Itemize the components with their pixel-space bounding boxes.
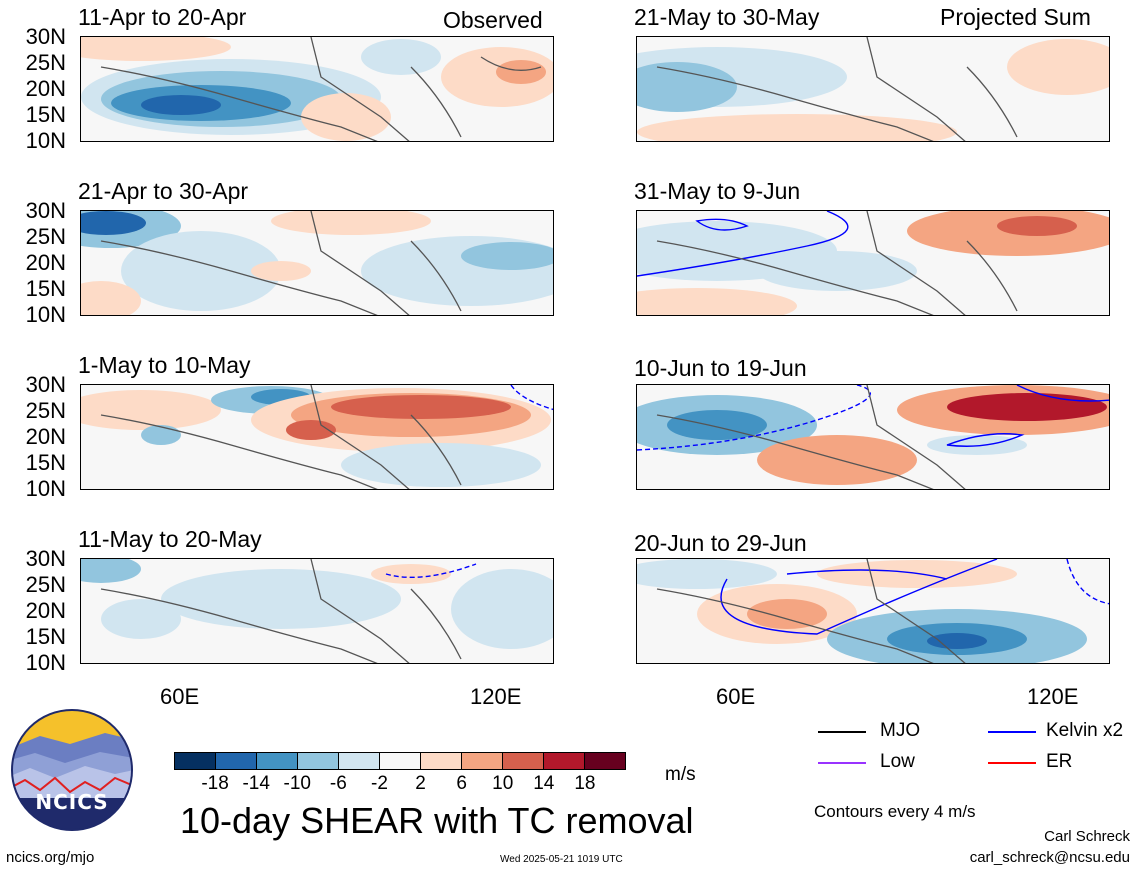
map-panel-20-jun [636, 558, 1110, 664]
map-panel-1-may [80, 384, 554, 490]
colorbar-swatch [215, 753, 256, 769]
colorbar-swatch [420, 753, 461, 769]
lat-label: 30N [25, 372, 66, 397]
colorbar-tick-label: -14 [242, 773, 270, 794]
colorbar-tick-label: -6 [329, 773, 347, 794]
lat-label: 20N [25, 424, 66, 449]
colorbar-swatch [584, 753, 625, 769]
legend-label-er: ER [1046, 751, 1073, 772]
colorbar-tick-label: -18 [201, 773, 229, 794]
main-title: 10-day SHEAR with TC removal [180, 800, 694, 841]
lat-label: 25N [25, 398, 66, 423]
colorbar-tick-label: 14 [533, 773, 555, 794]
map-panel-21-apr [80, 210, 554, 316]
colorbar-swatch [175, 753, 215, 769]
map-panel-10-jun [636, 384, 1110, 490]
lat-label: 30N [25, 24, 66, 49]
colorbar-swatch [256, 753, 297, 769]
colorbar [174, 752, 626, 770]
colorbar-tick-label: -2 [371, 773, 388, 794]
lat-label: 15N [25, 102, 66, 127]
colorbar-tick-label: -10 [283, 773, 311, 794]
panel-title: 21-May to 30-May [634, 4, 820, 30]
colorbar-units: m/s [665, 764, 696, 785]
legend-label-kelvin: Kelvin x2 [1046, 720, 1124, 741]
lat-label: 25N [25, 224, 66, 249]
lat-label: 20N [25, 76, 66, 101]
colorbar-ticks: -18 -14 -10 -6 -2 2 6 10 14 18 [174, 773, 626, 795]
panel-title: 11-May to 20-May [78, 526, 262, 552]
lat-label: 10N [25, 650, 66, 675]
colorbar-swatch [502, 753, 543, 769]
legend-label-low: Low [880, 751, 915, 772]
contour-note: Contours every 4 m/s [814, 802, 976, 821]
footer-url[interactable]: ncics.org/mjo [6, 849, 95, 866]
footer-author: Carl Schreck [1044, 828, 1130, 845]
lat-label: 15N [25, 450, 66, 475]
lat-label: 10N [25, 128, 66, 153]
lon-label: 60E [160, 684, 200, 709]
map-panel-31-may [636, 210, 1110, 316]
lat-label: 25N [25, 50, 66, 75]
legend-line-low [818, 762, 866, 764]
colorbar-swatch [338, 753, 379, 769]
colorbar-tick-label: 2 [415, 773, 426, 794]
legend-line-kelvin [988, 731, 1036, 733]
lat-label: 20N [25, 250, 66, 275]
lat-label: 10N [25, 302, 66, 327]
map-panel-11-apr [80, 36, 554, 142]
legend-label-mjo: MJO [880, 720, 921, 741]
colorbar-tick-label: 10 [492, 773, 514, 794]
lon-label: 120E [470, 684, 522, 709]
lat-label: 10N [25, 476, 66, 501]
lat-label: 25N [25, 572, 66, 597]
panel-title: 11-Apr to 20-Apr [78, 4, 247, 30]
colorbar-tick-label: 6 [456, 773, 467, 794]
lat-label: 30N [25, 546, 66, 571]
colorbar-tick-label: 18 [574, 773, 596, 794]
panel-title: 20-Jun to 29-Jun [634, 530, 807, 556]
lon-label: 120E [1027, 684, 1079, 709]
lat-label: 20N [25, 598, 66, 623]
legend-line-mjo [818, 731, 866, 733]
panel-title: 10-Jun to 19-Jun [634, 355, 807, 381]
panel-tag-observed: Observed [443, 7, 543, 33]
colorbar-swatch [461, 753, 502, 769]
lat-label: 30N [25, 198, 66, 223]
colorbar-swatch [543, 753, 584, 769]
ncics-logo-icon [11, 709, 133, 831]
colorbar-swatch [379, 753, 420, 769]
footer-email[interactable]: carl_schreck@ncsu.edu [969, 849, 1130, 866]
lon-label: 60E [716, 684, 756, 709]
panel-title: 31-May to 9-Jun [634, 178, 801, 204]
lat-label: 15N [25, 624, 66, 649]
legend-line-er [988, 762, 1036, 764]
map-panel-11-may [80, 558, 554, 664]
lat-label: 15N [25, 276, 66, 301]
panel-title: 21-Apr to 30-Apr [78, 178, 249, 204]
ncics-logo: NCICS [10, 708, 134, 832]
panel-title: 1-May to 10-May [78, 352, 251, 378]
logo-text: NCICS [35, 790, 109, 814]
panel-tag-projected: Projected Sum [940, 4, 1091, 30]
footer-timestamp: Wed 2025-05-21 1019 UTC [500, 854, 623, 865]
colorbar-swatch [297, 753, 338, 769]
map-panel-21-may [636, 36, 1110, 142]
